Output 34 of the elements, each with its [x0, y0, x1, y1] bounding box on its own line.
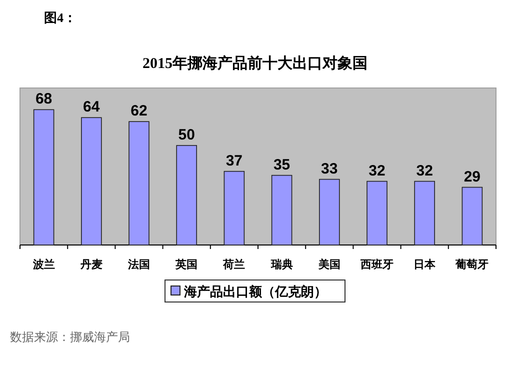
data-label: 32 — [368, 162, 386, 180]
data-label: 37 — [226, 152, 243, 170]
x-tick-label: 波兰 — [32, 258, 55, 271]
x-tick-label: 法国 — [127, 258, 150, 271]
data-label: 35 — [273, 156, 290, 174]
bar — [319, 178, 340, 246]
data-label: 32 — [416, 162, 433, 180]
caption: 图4： — [44, 10, 76, 25]
bar — [128, 121, 150, 246]
bar — [33, 109, 54, 246]
x-tick-label: 英国 — [174, 258, 198, 271]
data-label: 68 — [35, 90, 52, 108]
bar — [366, 180, 388, 246]
x-tick-label: 西班牙 — [360, 258, 394, 271]
x-tick-label: 葡萄牙 — [454, 258, 489, 271]
data-label: 50 — [178, 126, 195, 144]
x-tick-label: 美国 — [317, 258, 340, 271]
bar — [462, 186, 483, 246]
bar — [271, 174, 292, 246]
chart-title: 2015年挪海产品前十大出口对象国 — [142, 55, 368, 72]
x-tick-label: 丹麦 — [79, 258, 102, 271]
legend-label: 海产品出口额（亿克朗） — [183, 284, 327, 299]
data-label: 62 — [130, 102, 148, 120]
bar — [224, 170, 245, 246]
data-label: 33 — [321, 160, 338, 178]
x-tick-label: 瑞典 — [270, 258, 293, 271]
data-label: 29 — [464, 168, 481, 186]
data-label: 64 — [83, 98, 100, 116]
source-note: 数据来源：挪威海产局 — [10, 330, 130, 344]
bar — [414, 180, 435, 246]
bar — [176, 145, 197, 246]
x-tick-label: 荷兰 — [222, 258, 246, 271]
bar — [81, 117, 102, 246]
x-tick-label: 日本 — [414, 258, 437, 271]
